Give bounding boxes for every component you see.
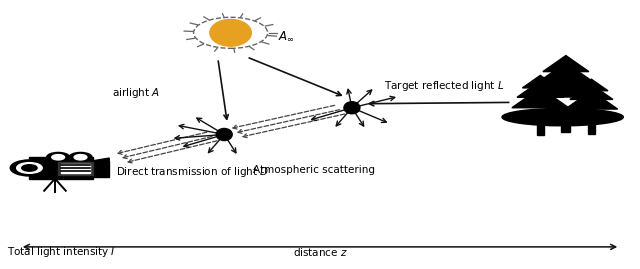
Circle shape <box>47 153 70 162</box>
Circle shape <box>10 160 49 176</box>
Polygon shape <box>570 84 613 100</box>
Circle shape <box>52 155 65 160</box>
Circle shape <box>17 162 42 173</box>
Text: Target reflected light $L$: Target reflected light $L$ <box>384 79 504 93</box>
Circle shape <box>74 155 87 160</box>
Ellipse shape <box>502 108 623 126</box>
Polygon shape <box>522 75 558 88</box>
Bar <box>93 161 109 177</box>
Bar <box>588 123 595 134</box>
Polygon shape <box>536 63 596 84</box>
Polygon shape <box>529 72 602 97</box>
Text: Total light intensity $I$: Total light intensity $I$ <box>7 245 116 259</box>
Circle shape <box>22 165 37 171</box>
Bar <box>58 162 93 175</box>
Bar <box>537 123 544 135</box>
Text: Atmospheric scattering: Atmospheric scattering <box>253 165 375 175</box>
Bar <box>561 117 570 132</box>
Bar <box>29 157 93 179</box>
Ellipse shape <box>216 129 232 140</box>
Polygon shape <box>93 158 109 163</box>
Polygon shape <box>512 88 569 108</box>
Polygon shape <box>543 56 589 72</box>
Text: $A_\infty$: $A_\infty$ <box>278 30 295 43</box>
Text: airlight $A$: airlight $A$ <box>113 86 161 100</box>
Text: distance $z$: distance $z$ <box>292 246 348 258</box>
Bar <box>61 164 90 173</box>
Polygon shape <box>575 79 608 91</box>
Polygon shape <box>565 91 618 109</box>
Circle shape <box>69 153 92 162</box>
Polygon shape <box>517 81 564 97</box>
Text: Direct transmission of light $D$: Direct transmission of light $D$ <box>116 165 269 179</box>
Ellipse shape <box>210 19 252 46</box>
Ellipse shape <box>344 102 360 114</box>
